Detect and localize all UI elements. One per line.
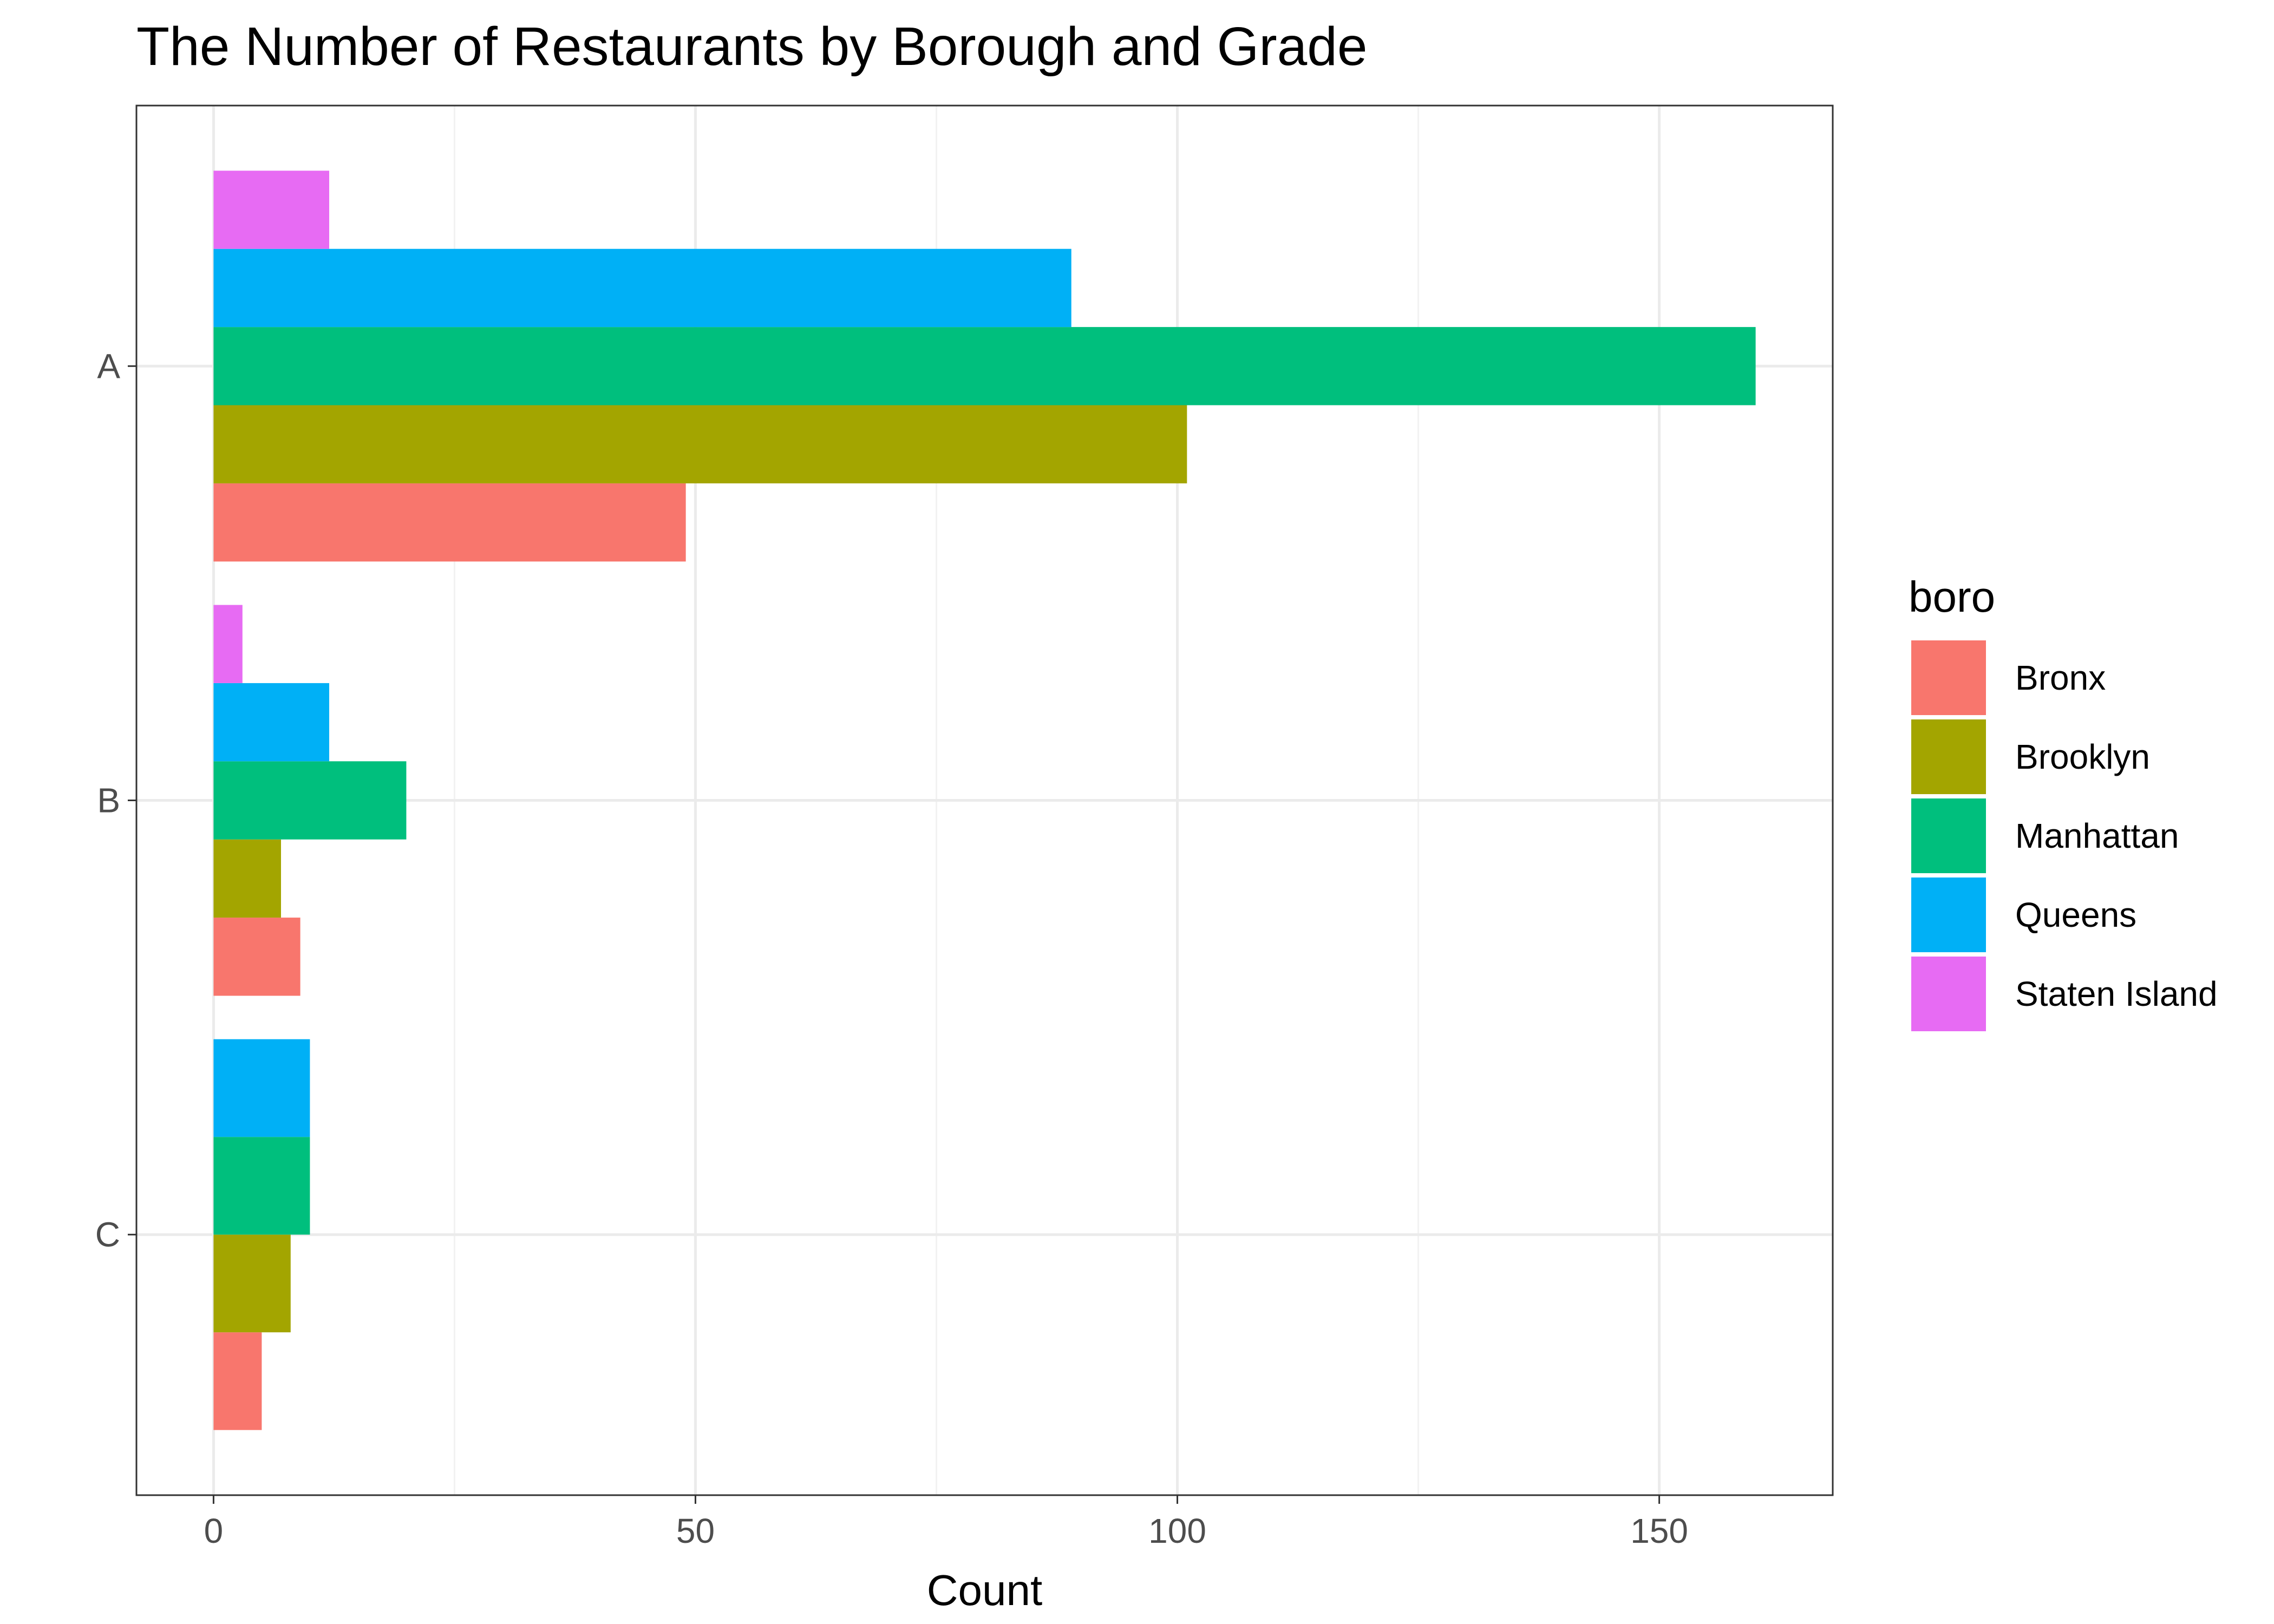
legend-item-brooklyn: Brooklyn	[1911, 719, 2150, 794]
y-tick-label: A	[97, 346, 120, 385]
legend-label: Queens	[2015, 895, 2136, 934]
legend-item-queens: Queens	[1911, 878, 2136, 952]
legend-key	[1911, 798, 1986, 873]
bar-layer	[213, 171, 1756, 1430]
bar-c-queens	[213, 1039, 310, 1137]
legend-label: Manhattan	[2015, 816, 2179, 855]
bar-a-manhattan	[213, 327, 1756, 405]
legend-key	[1911, 640, 1986, 715]
legend-label: Staten Island	[2015, 974, 2218, 1013]
legend-label: Brooklyn	[2015, 737, 2150, 776]
y-tick-label: C	[95, 1215, 120, 1254]
bar-b-brooklyn	[213, 839, 282, 918]
legend-item-bronx: Bronx	[1911, 640, 2106, 715]
legend-item-staten-island: Staten Island	[1911, 957, 2218, 1031]
legend-key	[1911, 957, 1986, 1031]
bar-a-bronx	[213, 483, 686, 562]
bar-b-bronx	[213, 918, 300, 996]
bar-a-queens	[213, 248, 1071, 328]
bar-a-brooklyn	[213, 405, 1187, 483]
bar-b-manhattan	[213, 761, 407, 840]
legend-key	[1911, 878, 1986, 952]
legend: boro Bronx Brooklyn Manhattan Queens Staten …	[1909, 573, 2218, 1031]
bar-b-queens	[213, 683, 330, 762]
legend-label: Bronx	[2015, 658, 2106, 697]
legend-key	[1911, 719, 1986, 794]
x-tick-label: 50	[676, 1511, 715, 1550]
x-axis-title: Count	[927, 1566, 1042, 1614]
legend-title: boro	[1909, 573, 1995, 621]
legend-item-manhattan: Manhattan	[1911, 798, 2179, 873]
x-tick-label: 0	[204, 1511, 224, 1550]
axis-layer: 0 50 100 150 A B C	[95, 346, 1688, 1550]
bar-b-staten-island	[213, 605, 243, 683]
x-tick-label: 150	[1630, 1511, 1688, 1550]
x-tick-label: 100	[1148, 1511, 1206, 1550]
bar-c-brooklyn	[213, 1234, 291, 1333]
bar-a-staten-island	[213, 171, 330, 249]
bar-c-manhattan	[213, 1137, 310, 1235]
chart-title: The Number of Restaurants by Borough and…	[136, 16, 1368, 77]
y-tick-label: B	[97, 781, 120, 820]
bar-c-bronx	[213, 1332, 262, 1430]
legend-items: Bronx Brooklyn Manhattan Queens Staten Islan…	[1911, 640, 2218, 1031]
